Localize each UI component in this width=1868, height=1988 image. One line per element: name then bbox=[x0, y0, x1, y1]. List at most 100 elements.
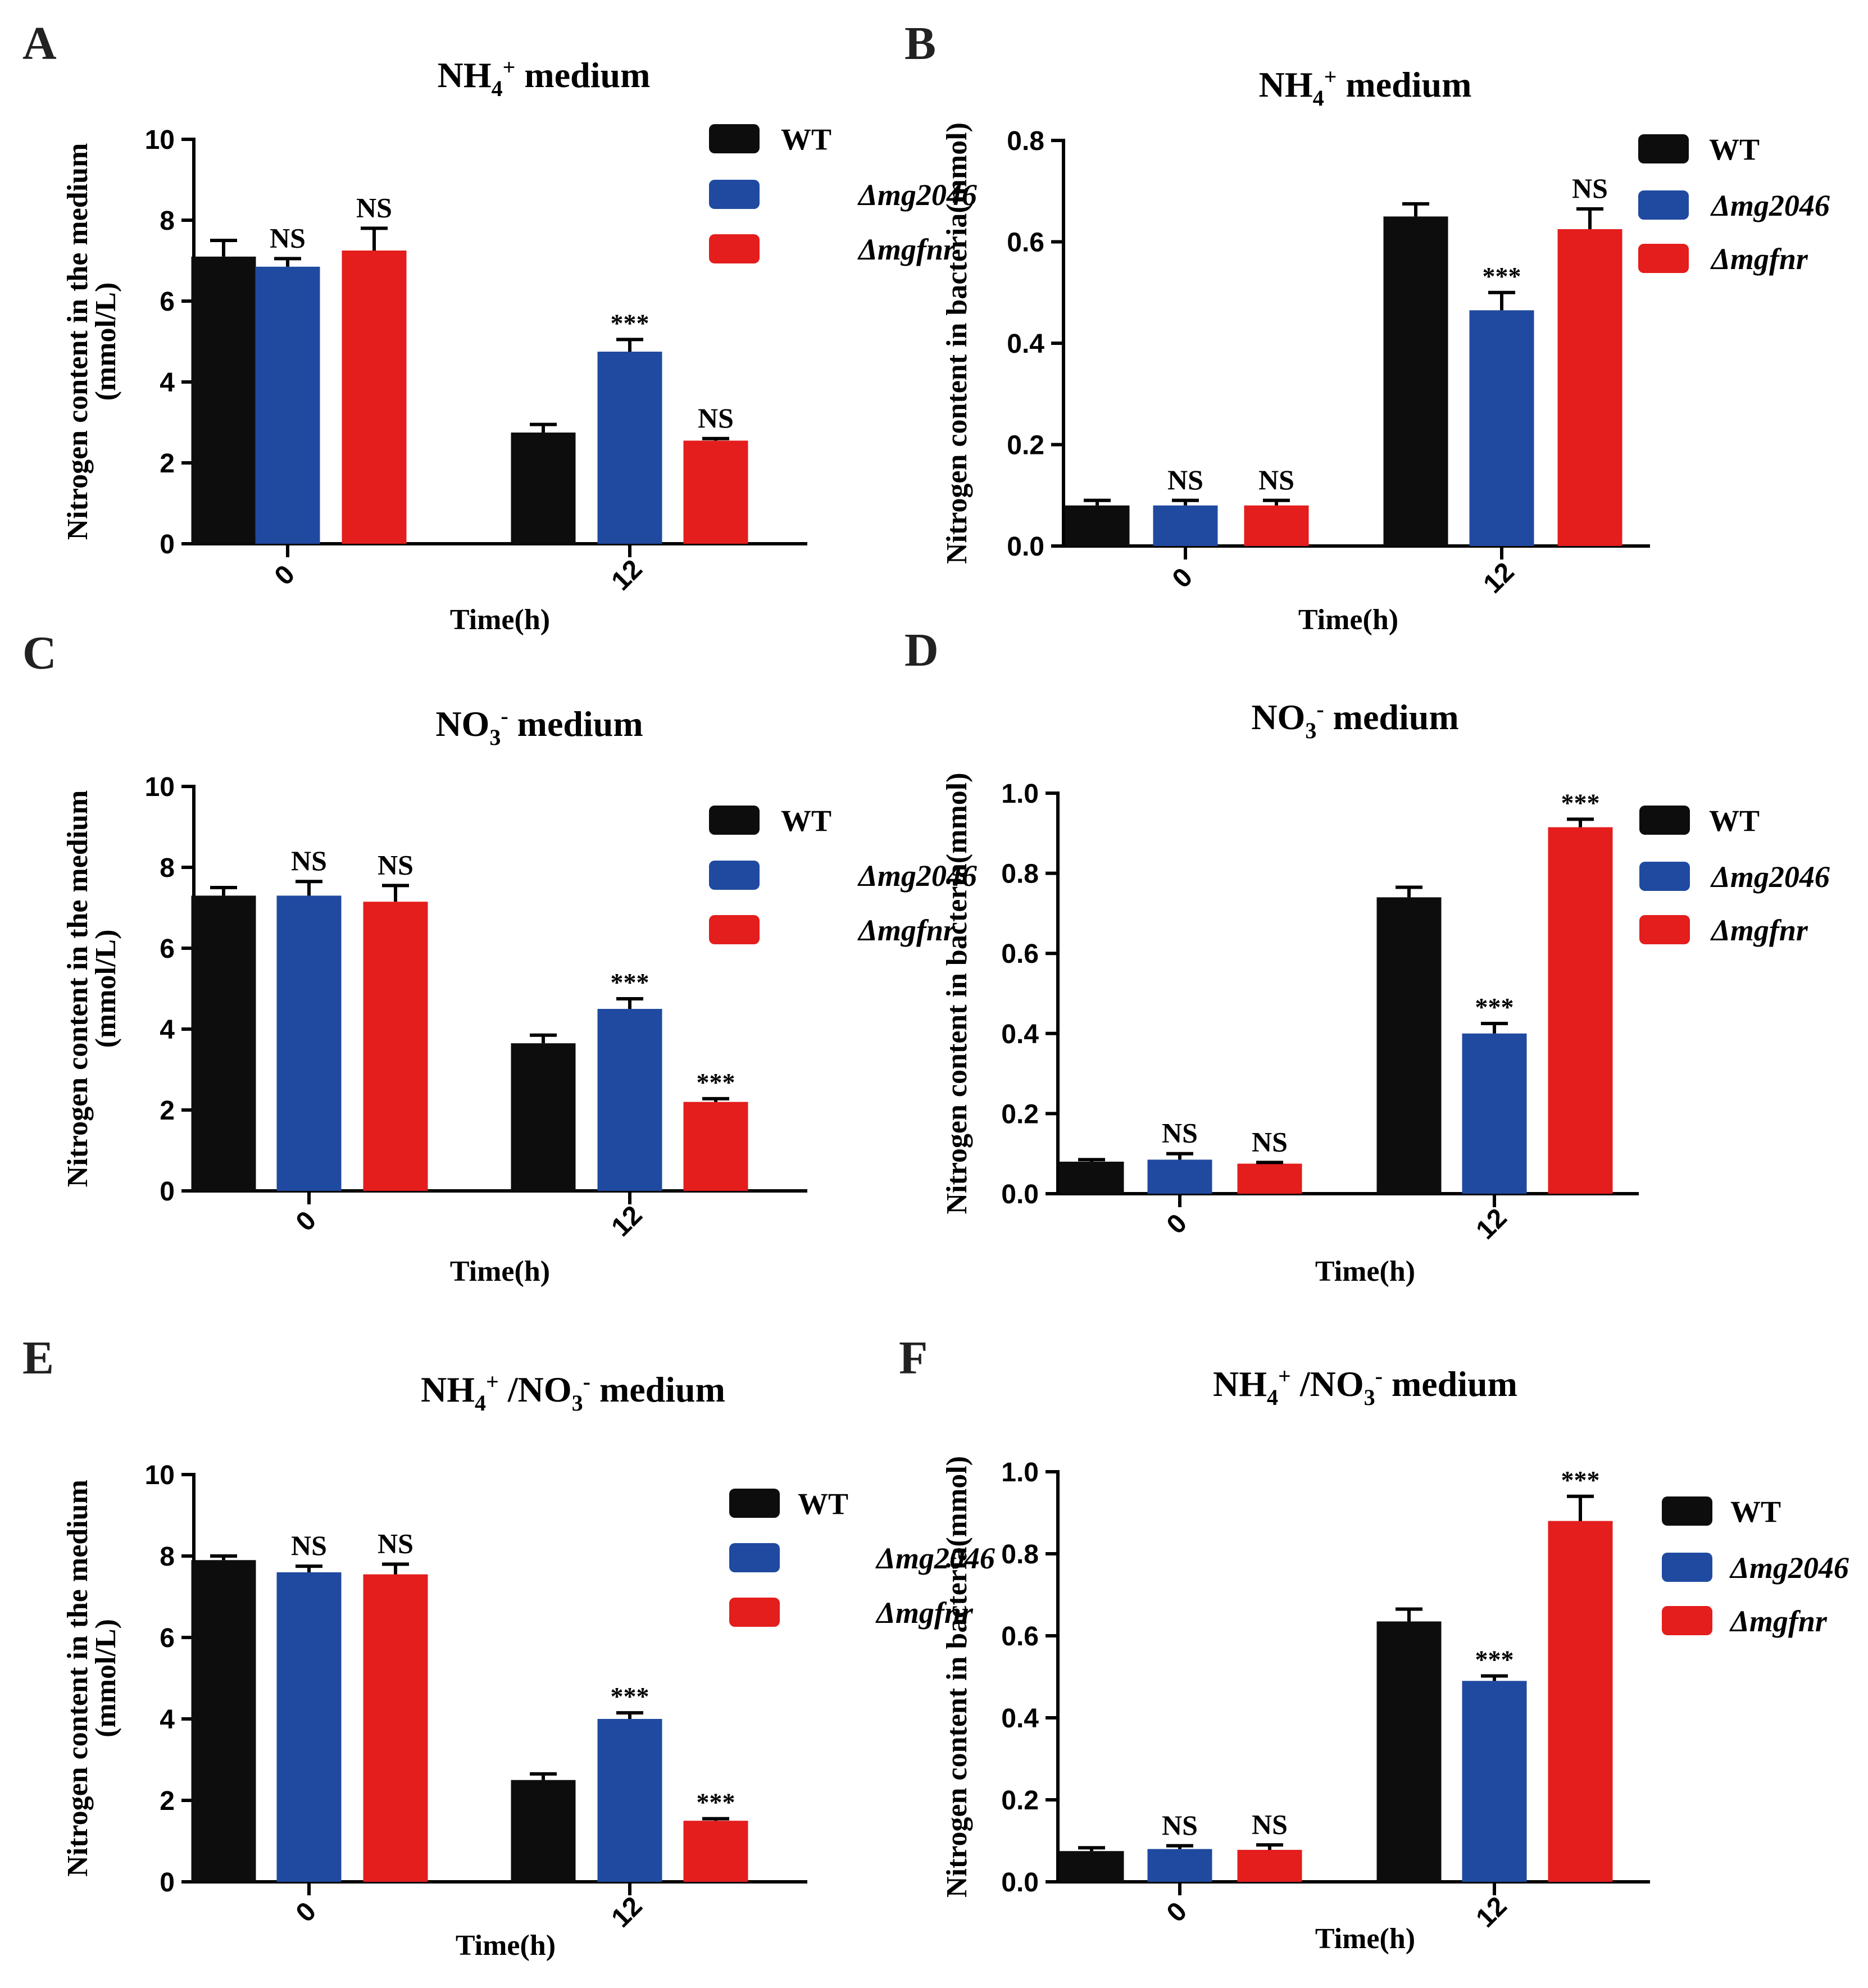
panel-letter: F bbox=[899, 1332, 928, 1384]
y-tick-label: 0.4 bbox=[1001, 1020, 1039, 1049]
bar-mgfnr bbox=[1548, 1521, 1613, 1882]
legend-label-mg2046: Δmg2046 bbox=[1729, 1551, 1849, 1585]
chart-title: NO3- medium bbox=[435, 703, 643, 750]
title-part: NH bbox=[1259, 65, 1313, 104]
bar-mgfnr bbox=[1557, 229, 1622, 546]
legend-label-mg2046: Δmg2046 bbox=[1710, 860, 1830, 894]
legend-label-wt: WT bbox=[798, 1487, 848, 1521]
y-tick-label: 8 bbox=[160, 1542, 175, 1572]
y-tick-label: 6 bbox=[160, 934, 175, 964]
legend: WT Δmg2046 Δmgfnr bbox=[1662, 1495, 1849, 1638]
chart-title: NO3- medium bbox=[1251, 697, 1458, 743]
bar-mgfnr bbox=[1548, 827, 1613, 1194]
legend-swatch-mgfnr bbox=[709, 915, 760, 944]
x-axis-title: Time(h) bbox=[1298, 604, 1398, 636]
panel-f: F NH4+ /NO3- medium 0.0 0.2 0.4 0.6 0.8 1.0 Nitr… bbox=[899, 1332, 1849, 1955]
y-tick-label: 0.2 bbox=[1001, 1786, 1039, 1816]
bar-wt bbox=[191, 895, 256, 1191]
title-part: NO bbox=[1251, 697, 1305, 737]
y-tick-label: 1.0 bbox=[1001, 779, 1039, 809]
legend: WT Δmg2046 Δmgfnr bbox=[1638, 133, 1830, 276]
significance-stars: *** bbox=[697, 1788, 735, 1817]
y-tick-label: 0 bbox=[160, 530, 175, 559]
chart-title: NH4+ /NO3- medium bbox=[1213, 1363, 1517, 1410]
y-axis-title: Nitrogen content in the medium bbox=[62, 790, 94, 1188]
bar-mg2046 bbox=[255, 266, 320, 544]
bar-wt bbox=[511, 433, 576, 544]
legend-label-mgfnr: Δmgfnr bbox=[1729, 1604, 1828, 1638]
title-part: medium bbox=[590, 1370, 725, 1409]
bar-mg2046 bbox=[1462, 1033, 1527, 1194]
x-tick-label: 0 bbox=[290, 1205, 322, 1237]
bar-mg2046 bbox=[597, 1009, 662, 1191]
legend-label-wt: WT bbox=[1709, 133, 1760, 166]
significance-ns: NS bbox=[1167, 464, 1203, 495]
bar-mg2046 bbox=[1153, 505, 1218, 546]
y-tick-label: 0.8 bbox=[1001, 859, 1039, 889]
significance-ns: NS bbox=[1162, 1117, 1198, 1149]
legend-swatch-wt bbox=[709, 124, 760, 153]
bar-mg2046 bbox=[1147, 1159, 1212, 1194]
chart-title: NH4+ medium bbox=[1259, 64, 1472, 111]
y-tick-label: 0.4 bbox=[1007, 329, 1044, 359]
bar-mg2046 bbox=[276, 1572, 342, 1882]
x-tick-label: 0 bbox=[269, 559, 301, 591]
x-tick-label: 12 bbox=[1470, 1891, 1512, 1933]
title-part: medium bbox=[1337, 65, 1471, 104]
bar-wt bbox=[1065, 505, 1130, 546]
y-tick-label: 0.0 bbox=[1007, 532, 1044, 562]
panel-letter: E bbox=[22, 1332, 54, 1384]
significance-ns: NS bbox=[291, 1530, 327, 1561]
y-tick-label: 6 bbox=[160, 1623, 175, 1653]
bar-mg2046 bbox=[276, 895, 342, 1191]
bar-mgfnr bbox=[342, 251, 407, 544]
bar-mg2046 bbox=[1469, 310, 1534, 546]
significance-stars: *** bbox=[611, 1682, 649, 1711]
significance-ns: NS bbox=[378, 1528, 413, 1559]
legend-label-mgfnr: Δmgfnr bbox=[1710, 913, 1808, 947]
legend-swatch-mg2046 bbox=[1662, 1553, 1712, 1582]
panel-letter: D bbox=[905, 624, 939, 676]
bar-mg2046 bbox=[597, 352, 662, 544]
legend-swatch-wt bbox=[1638, 134, 1689, 163]
x-axis-title: Time(h) bbox=[1315, 1255, 1415, 1288]
significance-stars: *** bbox=[1475, 1645, 1514, 1674]
significance-ns: NS bbox=[1162, 1809, 1198, 1841]
legend-swatch-wt bbox=[1662, 1496, 1712, 1526]
significance-ns: NS bbox=[1252, 1808, 1288, 1840]
title-part: medium bbox=[1383, 1364, 1517, 1404]
bar-mgfnr bbox=[363, 902, 428, 1191]
y-axis-title: (mmol/L) bbox=[90, 930, 122, 1048]
significance-stars: *** bbox=[1483, 262, 1521, 290]
y-tick-label: 4 bbox=[160, 1705, 175, 1735]
title-part: 3 bbox=[572, 1390, 583, 1416]
legend-label-mg2046: Δmg2046 bbox=[857, 859, 977, 893]
significance-ns: NS bbox=[378, 849, 413, 880]
bar-wt bbox=[511, 1780, 576, 1882]
title-part: NH bbox=[438, 55, 492, 95]
title-part: - bbox=[583, 1369, 590, 1394]
title-part: NH bbox=[1213, 1364, 1267, 1404]
legend: WT Δmg2046 Δmgfnr bbox=[709, 804, 977, 947]
bar-mgfnr bbox=[363, 1574, 428, 1882]
title-part: + bbox=[486, 1369, 499, 1394]
x-axis-title: Time(h) bbox=[1315, 1923, 1415, 1955]
panel-d: D NO3- medium 0.0 0.2 0.4 0.6 0.8 1.0 Nitrogen c… bbox=[905, 624, 1830, 1288]
bar-mgfnr bbox=[1237, 1850, 1302, 1882]
panel-b: B NH4+ medium 0.0 0.2 0.4 0.6 0.8 Nitrogen cont… bbox=[905, 17, 1830, 636]
y-tick-label: 10 bbox=[145, 125, 175, 155]
title-part: medium bbox=[515, 55, 650, 95]
x-axis-title: Time(h) bbox=[450, 1255, 550, 1288]
x-tick-label: 0 bbox=[290, 1896, 322, 1928]
y-tick-label: 0.0 bbox=[1001, 1180, 1039, 1209]
legend-label-mg2046: Δmg2046 bbox=[875, 1541, 995, 1575]
bar-mgfnr bbox=[683, 1821, 748, 1882]
title-part: NO bbox=[435, 704, 489, 744]
legend-swatch-wt bbox=[729, 1489, 780, 1518]
legend-label-wt: WT bbox=[1709, 804, 1760, 838]
significance-ns: NS bbox=[1258, 464, 1294, 495]
legend-swatch-mgfnr bbox=[709, 234, 760, 263]
legend-swatch-mg2046 bbox=[729, 1543, 780, 1572]
y-tick-label: 0 bbox=[160, 1868, 175, 1898]
title-part: /NO bbox=[499, 1370, 572, 1409]
